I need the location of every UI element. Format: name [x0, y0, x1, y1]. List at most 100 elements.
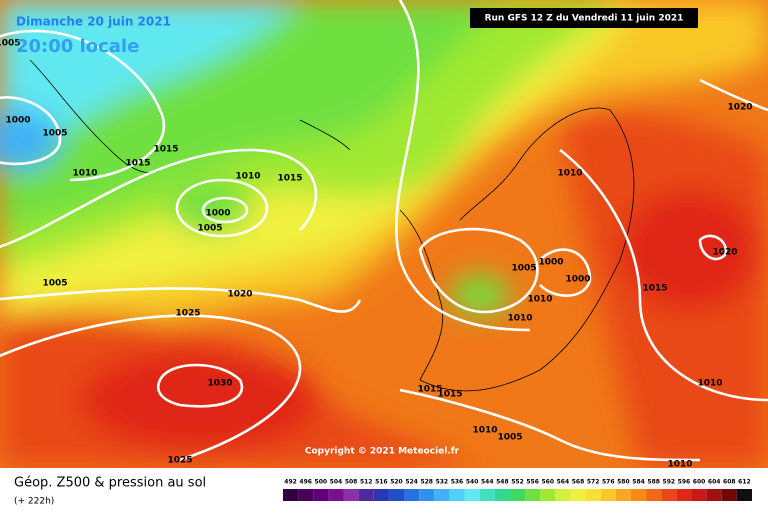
scale-label: 500: [315, 479, 328, 486]
scale-swatch: [721, 489, 737, 501]
scale-label: 604: [708, 479, 721, 486]
scale-label: 592: [663, 479, 676, 486]
scale-swatch: [388, 489, 405, 501]
isobar-label: 1015: [437, 390, 462, 400]
scale-swatch: [404, 489, 420, 501]
scale-swatch: [373, 489, 389, 501]
scale-label: 504: [330, 479, 343, 486]
scale-swatch: [646, 489, 662, 501]
map-field: [0, 0, 768, 468]
scale-swatch: [464, 489, 480, 501]
scale-label: 512: [360, 479, 373, 486]
scale-label: 612: [738, 479, 751, 486]
scale-swatch: [630, 489, 647, 501]
scale-label: 564: [557, 479, 570, 486]
scale-label: 520: [390, 479, 403, 486]
isobar-label: 1010: [235, 172, 260, 182]
isobar-label: 1030: [207, 379, 232, 389]
copyright: Copyright © 2021 Meteociel.fr: [305, 447, 460, 457]
isobar-label: 1005: [0, 39, 21, 49]
scale-swatch: [570, 489, 586, 501]
scale-label: 524: [405, 479, 418, 486]
scale-swatch: [313, 489, 329, 501]
scale-label: 572: [587, 479, 600, 486]
scale-label: 560: [541, 479, 554, 486]
isobar-label: 1010: [507, 314, 532, 324]
scale-label: 568: [572, 479, 585, 486]
isobar-label: 1010: [667, 460, 692, 470]
isobar-label: 1015: [417, 385, 442, 395]
footer-lead: (+ 222h): [14, 497, 54, 507]
scale-swatch: [736, 489, 752, 501]
run-info: Run GFS 12 Z du Vendredi 11 juin 2021: [485, 14, 684, 24]
scale-label: 552: [511, 479, 524, 486]
forecast-time: 20:00 locale: [16, 36, 139, 57]
isobar-label: 1020: [727, 103, 752, 113]
scale-label: 608: [723, 479, 736, 486]
isobar-label: 1025: [175, 309, 200, 319]
scale-label: 516: [375, 479, 388, 486]
isobar-label: 1005: [197, 224, 222, 234]
scale-label: 496: [299, 479, 312, 486]
scale-swatch: [585, 489, 601, 501]
color-scale: 492 496 500 504 508 512 516 520 524 528 532 536 540 5…: [283, 479, 752, 501]
isobar-label: 1000: [205, 209, 230, 219]
scale-swatch: [449, 489, 465, 501]
scale-label: 596: [678, 479, 691, 486]
scale-label: 492: [284, 479, 297, 486]
scale-swatch: [555, 489, 571, 501]
isobar-label: 1005: [511, 264, 536, 274]
scale-label: 576: [602, 479, 615, 486]
scale-swatch: [600, 489, 616, 501]
scale-label: 556: [526, 479, 539, 486]
isobar-label: 1015: [125, 159, 150, 169]
scale-label: 532: [436, 479, 449, 486]
scale-swatch: [479, 489, 495, 501]
scale-label: 584: [632, 479, 645, 486]
scale-swatch: [434, 489, 450, 501]
scale-swatch: [358, 489, 374, 501]
scale-label: 528: [420, 479, 433, 486]
scale-label: 540: [466, 479, 479, 486]
scale-swatch: [525, 489, 541, 501]
isobar-label: 1000: [5, 116, 30, 126]
scale-label: 508: [345, 479, 358, 486]
isobar-label: 1005: [497, 433, 522, 443]
scale-swatch: [494, 489, 510, 501]
scale-swatch: [540, 489, 556, 501]
isobar-label: 1005: [42, 129, 67, 139]
isobar-labels: 1005100010051010101510151010101510001005…: [0, 39, 753, 470]
isobar-label: 1010: [472, 426, 497, 436]
scale-label: 548: [496, 479, 509, 486]
scale-swatch: [419, 489, 435, 501]
scale-swatch: [706, 489, 722, 501]
scale-swatch: [615, 489, 631, 501]
scale-swatch: [283, 489, 299, 501]
scale-swatch: [676, 489, 692, 501]
scale-label: 580: [617, 479, 630, 486]
isobar-label: 1000: [538, 258, 563, 268]
forecast-date: Dimanche 20 juin 2021: [16, 15, 171, 29]
isobar-label: 1015: [642, 284, 667, 294]
isobar-label: 1005: [42, 279, 67, 289]
isobar-label: 1000: [565, 275, 590, 285]
scale-swatch: [343, 489, 359, 501]
scale-label: 600: [693, 479, 706, 486]
isobar-label: 1010: [527, 295, 552, 305]
isobar-label: 1010: [557, 169, 582, 179]
footer-title: Géop. Z500 & pression au sol: [14, 476, 206, 491]
isobar-label: 1010: [697, 379, 722, 389]
isobar-label: 1010: [72, 169, 97, 179]
isobar-label: 1020: [227, 290, 252, 300]
run-box: [470, 8, 698, 28]
isobar-label: 1015: [153, 145, 178, 155]
scale-label: 544: [481, 479, 494, 486]
isobar-label: 1015: [277, 174, 302, 184]
scale-swatch: [509, 489, 526, 501]
scale-swatch: [298, 489, 314, 501]
isobar-label: 1025: [167, 456, 192, 466]
scale-label: 536: [451, 479, 464, 486]
scale-swatch: [691, 489, 707, 501]
isobar-label: 1020: [712, 248, 737, 258]
